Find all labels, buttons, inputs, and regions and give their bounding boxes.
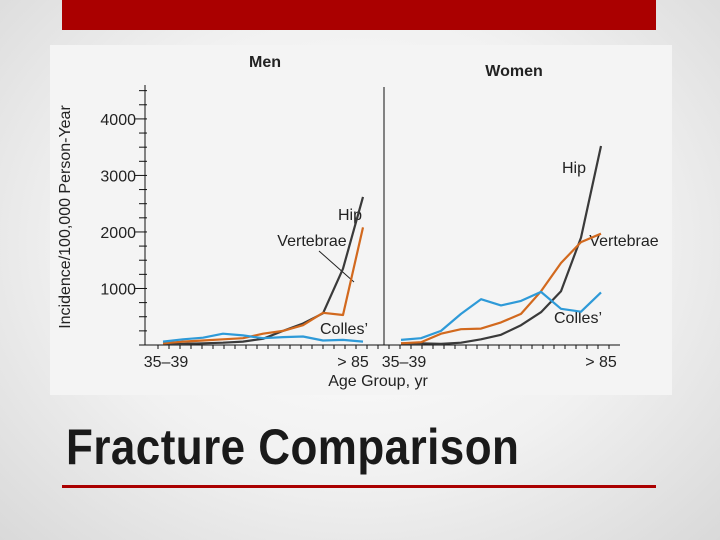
slide-title: Fracture Comparison bbox=[66, 419, 520, 475]
women-x-start-label: 35–39 bbox=[382, 354, 427, 371]
fracture-incidence-figure: Men Women Incidence/100,000 Person-Year … bbox=[50, 45, 672, 395]
men-colles-line bbox=[162, 332, 364, 343]
men-x-end-label: > 85 bbox=[337, 354, 369, 371]
women-vertebrae-line bbox=[400, 232, 602, 345]
men-vertebrae-annotation: Vertebrae bbox=[277, 233, 346, 250]
y-tick-label: 3000 bbox=[100, 168, 136, 185]
women-colles-line bbox=[400, 290, 602, 341]
vertebrae-pointer-line bbox=[318, 250, 355, 283]
men-x-start-label: 35–39 bbox=[144, 354, 189, 371]
men-colles-annotation: Colles’ bbox=[320, 321, 368, 338]
title-underline bbox=[62, 485, 656, 488]
fracture-chart-svg: Men Women Incidence/100,000 Person-Year … bbox=[57, 54, 659, 390]
top-accent-bar bbox=[62, 0, 656, 30]
y-axis-label: Incidence/100,000 Person-Year bbox=[57, 105, 74, 329]
y-tick-label: 4000 bbox=[100, 112, 136, 129]
women-x-end-label: > 85 bbox=[585, 354, 617, 371]
men-vertebrae-line bbox=[162, 227, 365, 345]
x-axis-label: Age Group, yr bbox=[328, 373, 428, 390]
women-colles-annotation: Colles’ bbox=[554, 310, 602, 327]
y-tick-label: 1000 bbox=[100, 281, 136, 298]
women-hip-annotation: Hip bbox=[562, 160, 586, 177]
men-panel-title: Men bbox=[249, 54, 281, 71]
y-tick-label: 2000 bbox=[100, 225, 136, 242]
women-vertebrae-annotation: Vertebrae bbox=[589, 233, 658, 250]
women-hip-line bbox=[401, 145, 603, 345]
women-panel-title: Women bbox=[485, 63, 542, 80]
